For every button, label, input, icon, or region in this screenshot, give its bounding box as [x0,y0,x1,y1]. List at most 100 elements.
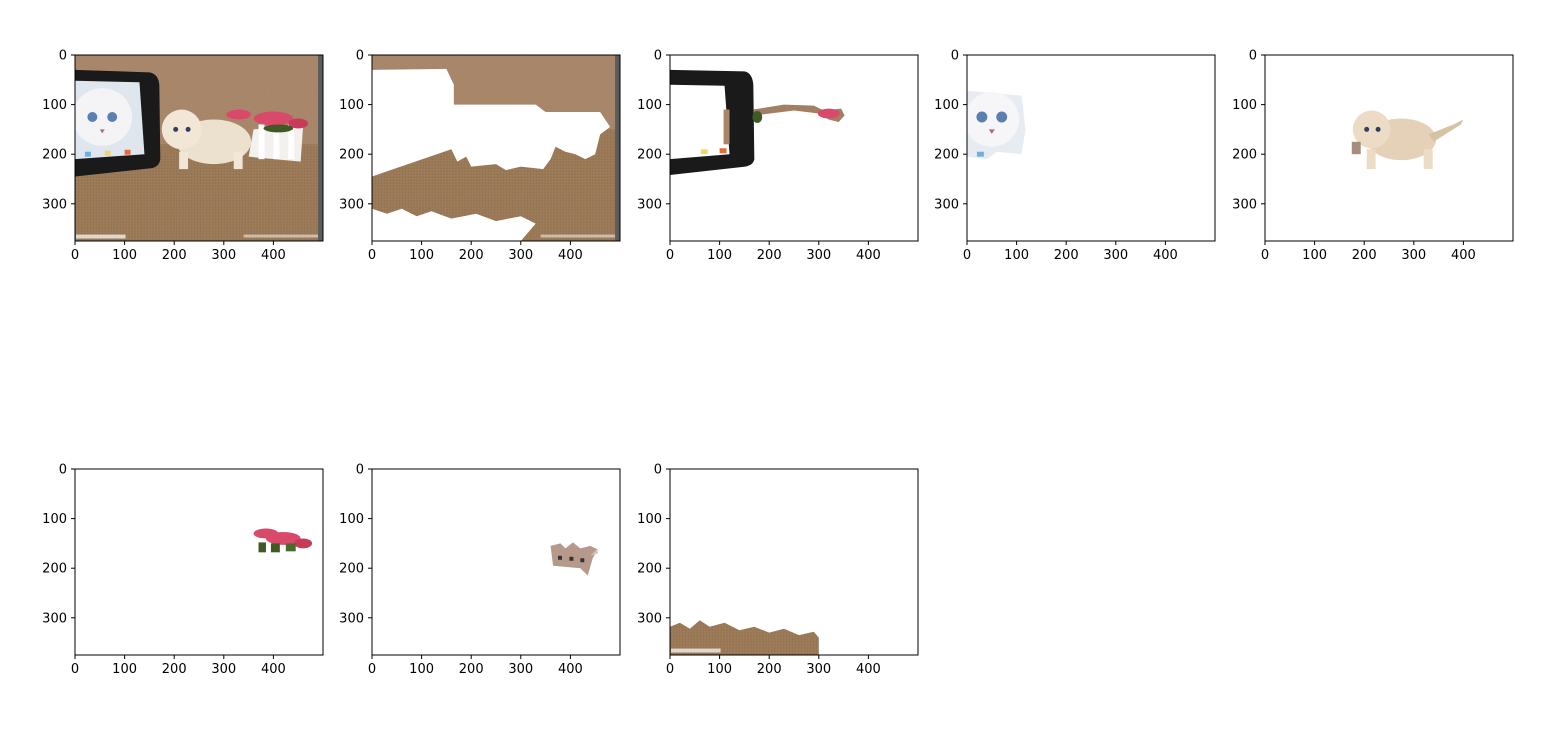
y-tick-label: 100 [637,98,662,113]
axes-panel-8: 0 100 200 300 400 0 100 200 300 [637,463,919,677]
y-tick-label: 200 [637,148,662,163]
x-tick-label: 0 [666,248,674,263]
panel-floor-segment [670,469,918,655]
y-tick-label: 200 [339,148,364,163]
y-tick-label: 300 [637,611,662,626]
panel-flowers-segment [75,469,323,655]
y-tick-label: 200 [339,562,364,577]
tablet-segment [670,55,918,241]
y-tick-label: 100 [1232,98,1257,113]
x-tick-label: 300 [806,662,831,677]
x-tick-label: 400 [1451,248,1476,263]
y-tick-label: 300 [339,197,364,212]
y-tick-label: 100 [42,98,67,113]
y-tick-label: 300 [637,197,662,212]
x-tick-label: 0 [368,248,376,263]
y-tick-label: 0 [1249,49,1257,64]
y-tick-label: 0 [654,49,662,64]
panel-fence-segment [372,469,620,655]
x-tick-label: 400 [856,248,881,263]
fence-segment [372,469,620,655]
y-tick-label: 0 [59,463,67,478]
x-tick-label: 0 [963,248,971,263]
panel-original-photo [75,55,323,241]
y-tick-label: 200 [42,148,67,163]
x-tick-label: 100 [1004,248,1029,263]
x-tick-label: 300 [211,662,236,677]
y-tick-label: 100 [637,512,662,527]
axes-frame [669,468,919,656]
x-tick-label: 200 [1352,248,1377,263]
tablet-cat-face-segment [967,55,1215,241]
background-segment [372,55,620,241]
y-tick-label: 300 [42,197,67,212]
y-tick-label: 0 [59,49,67,64]
x-tick-label: 100 [112,662,137,677]
x-tick-label: 300 [806,248,831,263]
panel-tablet-segment [670,55,918,241]
y-tick-label: 0 [654,463,662,478]
x-tick-label: 100 [112,248,137,263]
x-tick-label: 400 [261,248,286,263]
y-tick-label: 0 [356,49,364,64]
panel-tablet-cat-face-segment [967,55,1215,241]
x-tick-label: 200 [459,662,484,677]
y-tick-label: 300 [934,197,959,212]
x-tick-label: 400 [558,248,583,263]
x-tick-label: 400 [261,662,286,677]
x-tick-label: 300 [211,248,236,263]
x-tick-label: 200 [757,662,782,677]
axes-panel-6: 0 100 200 300 400 0 100 200 300 [42,463,324,677]
x-tick-label: 0 [666,662,674,677]
x-tick-label: 100 [1302,248,1327,263]
x-tick-label: 400 [856,662,881,677]
x-tick-label: 300 [1103,248,1128,263]
x-tick-label: 100 [409,662,434,677]
x-tick-label: 200 [162,248,187,263]
x-tick-label: 200 [162,662,187,677]
y-tick-label: 300 [42,611,67,626]
x-tick-label: 100 [409,248,434,263]
panel-kitten-segment [1265,55,1513,241]
axes-frame [371,54,621,242]
y-tick-label: 0 [951,49,959,64]
x-tick-label: 400 [558,662,583,677]
x-tick-label: 0 [368,662,376,677]
x-tick-label: 0 [71,248,79,263]
y-tick-label: 0 [356,463,364,478]
y-tick-label: 100 [339,98,364,113]
axes-panel-7: 0 100 200 300 400 0 100 200 300 [339,463,621,677]
axes-frame [966,54,1216,242]
axes-panel-1: 0 100 200 300 400 0 100 200 300 [42,49,324,263]
floor-segment [670,469,918,655]
x-tick-label: 200 [459,248,484,263]
x-tick-label: 100 [707,662,732,677]
axes-panel-3: 0 100 200 300 400 0 100 200 300 [637,49,919,263]
y-tick-label: 100 [339,512,364,527]
axes-frame [669,54,919,242]
x-tick-label: 200 [1054,248,1079,263]
panel-background-segment [372,55,620,241]
y-tick-label: 300 [339,611,364,626]
x-tick-label: 0 [71,662,79,677]
x-tick-label: 300 [508,662,533,677]
x-tick-label: 300 [1401,248,1426,263]
axes-layer: 0 100 200 300 400 0 100 200 300 0 100 200 300 400 0 100… [42,49,1514,677]
axes-panel-5: 0 100 200 300 400 0 100 200 300 [1232,49,1514,263]
x-tick-label: 400 [1153,248,1178,263]
y-tick-label: 200 [42,562,67,577]
y-tick-label: 100 [934,98,959,113]
flowers-segment [75,469,323,655]
axes-panel-2: 0 100 200 300 400 0 100 200 300 [339,49,621,263]
x-tick-label: 100 [707,248,732,263]
axes-panel-4: 0 100 200 300 400 0 100 200 300 [934,49,1216,263]
x-tick-label: 0 [1261,248,1269,263]
axes-frame [74,54,324,242]
y-tick-label: 100 [42,512,67,527]
x-tick-label: 200 [757,248,782,263]
axes-frame [1264,54,1514,242]
y-tick-label: 200 [637,562,662,577]
axes-frame [74,468,324,656]
kitten-segment [1265,55,1513,241]
x-tick-label: 300 [508,248,533,263]
